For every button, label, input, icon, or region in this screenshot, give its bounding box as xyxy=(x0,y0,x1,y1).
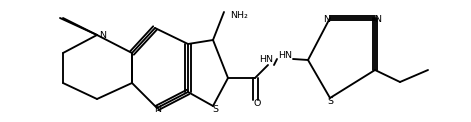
Text: NH₂: NH₂ xyxy=(230,10,248,20)
Text: N: N xyxy=(154,106,162,115)
Text: HN: HN xyxy=(259,56,273,65)
Text: S: S xyxy=(327,97,333,107)
Text: O: O xyxy=(253,100,260,108)
Text: N: N xyxy=(99,31,106,41)
Text: S: S xyxy=(212,106,218,115)
Text: N: N xyxy=(374,15,382,24)
Text: HN: HN xyxy=(278,51,292,60)
Text: N: N xyxy=(324,15,331,24)
